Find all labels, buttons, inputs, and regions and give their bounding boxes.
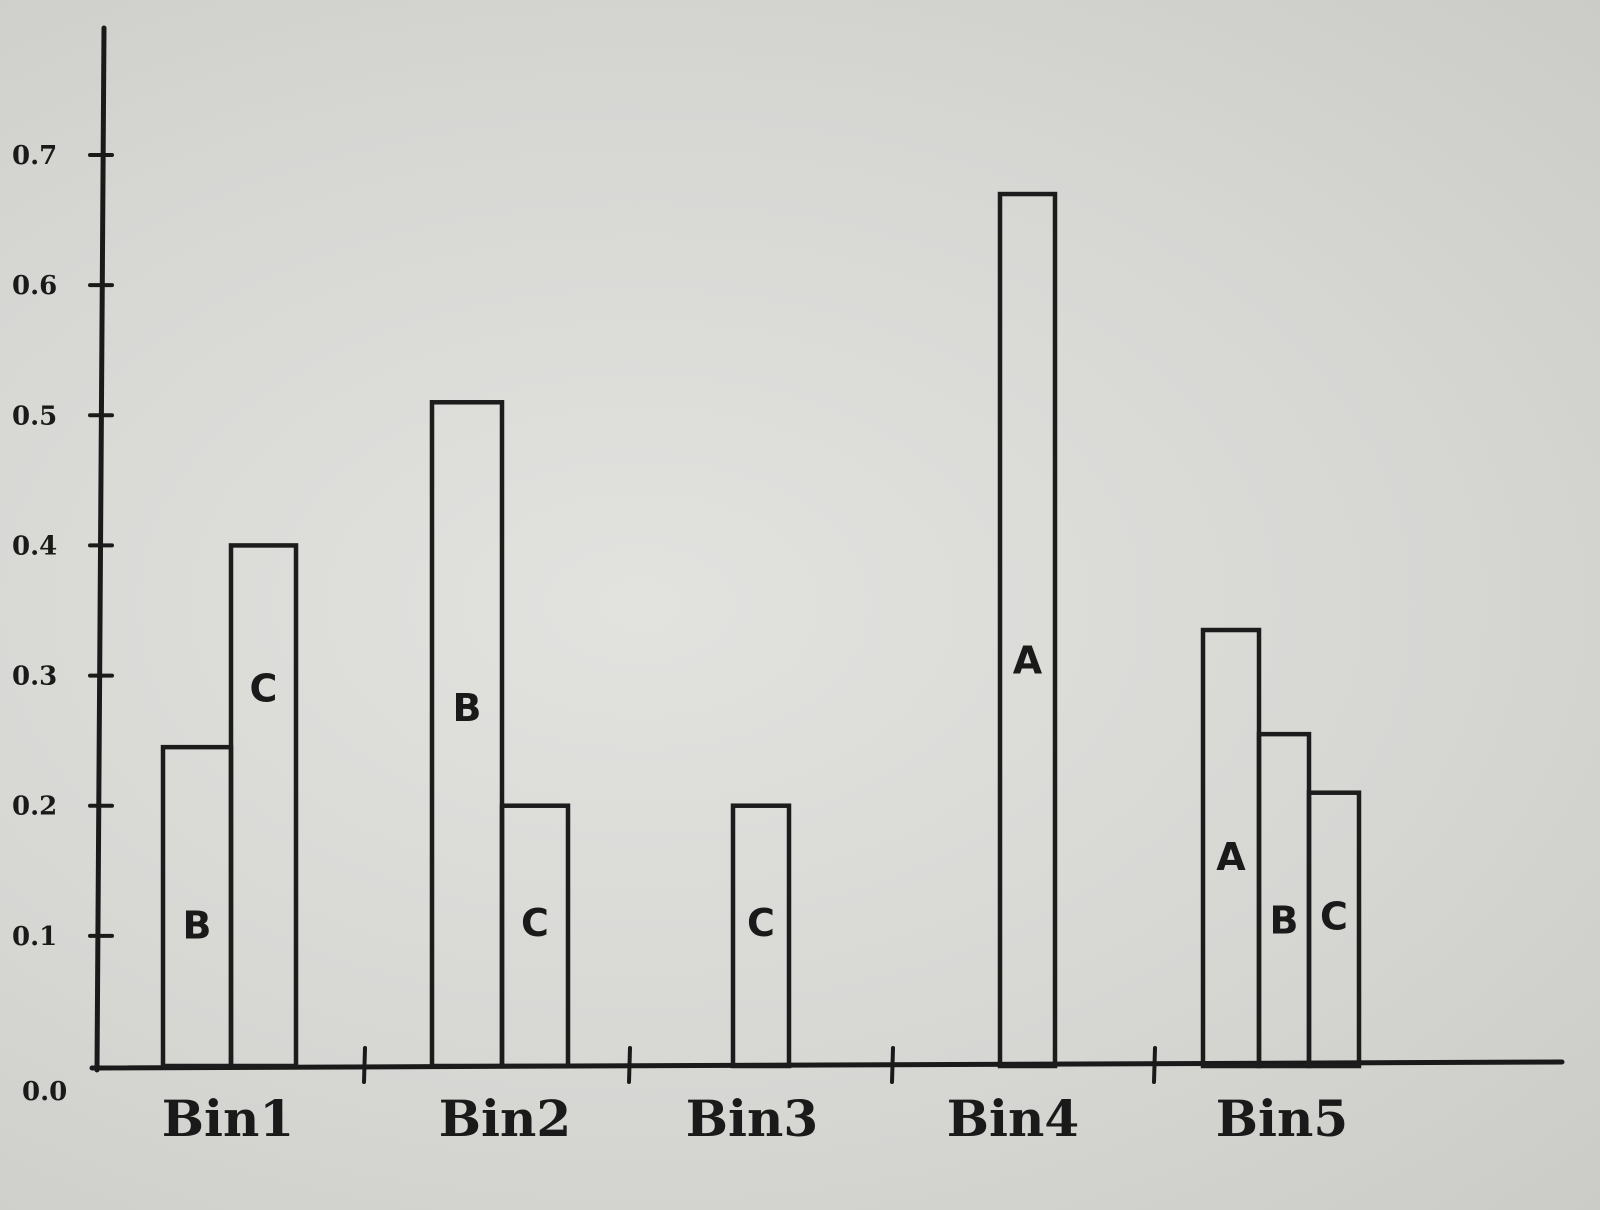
x-separator-tick (362, 1046, 367, 1084)
y-axis (94, 25, 107, 1073)
bars (160, 191, 1362, 1069)
bar-a-bin4 (997, 191, 1058, 1069)
y-tick-label: 0.1 (12, 922, 57, 952)
bar-label: B (183, 903, 212, 947)
y-tick-label: 0.4 (12, 531, 57, 561)
x-category-label: Bin3 (686, 1089, 818, 1148)
bar-label: C (250, 667, 278, 711)
bar-label: A (1013, 639, 1043, 683)
x-category-label: Bin4 (947, 1089, 1079, 1148)
x-category-label: Bin1 (162, 1089, 294, 1148)
bar-c-bin2 (499, 803, 571, 1069)
bar-label: A (1216, 835, 1246, 879)
bar-label: B (453, 686, 482, 730)
x-category-label: Bin2 (439, 1089, 571, 1148)
bar-label: C (521, 901, 549, 945)
bar-label: B (1270, 898, 1299, 942)
y-ticks: 0.0 0.1 0.2 0.3 0.4 0.5 0.6 0.7 (12, 141, 114, 1107)
bar-b-bin2 (429, 400, 505, 1069)
x-separator-tick (1152, 1046, 1157, 1084)
y-tick-label: 0.5 (12, 401, 57, 431)
category-labels: Bin1 Bin2 Bin3 Bin4 Bin5 (162, 1089, 1348, 1148)
y-tick-label: 0.3 (12, 662, 57, 692)
y-tick-label: 0.6 (12, 271, 57, 301)
bar-c-bin5 (1306, 790, 1362, 1069)
bar-label: C (1320, 894, 1348, 938)
axes (89, 25, 1565, 1073)
y-tick-label: 0.2 (12, 792, 57, 822)
bar-c-bin1 (228, 543, 299, 1069)
bar-label: C (747, 901, 775, 945)
y-tick-label: 0.0 (22, 1077, 67, 1107)
x-category-label: Bin5 (1216, 1089, 1348, 1148)
x-separator-tick (890, 1046, 895, 1084)
x-axis (89, 1059, 1565, 1071)
bar-c-bin3 (730, 803, 792, 1069)
y-tick-label: 0.7 (12, 141, 57, 171)
x-separator-tick (627, 1046, 632, 1084)
category-separators (362, 1046, 1157, 1084)
